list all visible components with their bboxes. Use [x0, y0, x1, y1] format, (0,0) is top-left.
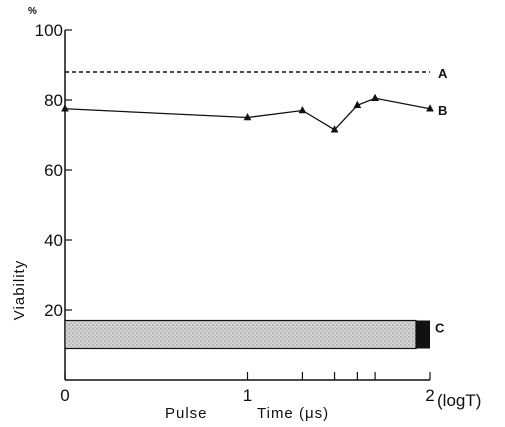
series-b-point	[353, 100, 362, 109]
series-b-point	[330, 125, 339, 133]
series-b-point	[371, 93, 379, 102]
series-layer	[61, 71, 434, 350]
series-c-band	[64, 319, 417, 350]
x-axis-title-pulse: Pulse	[165, 405, 208, 422]
y-tick-label: 80	[44, 91, 63, 110]
y-tick-label: 100	[35, 21, 63, 40]
y-axis-title: Viability	[11, 260, 28, 320]
y-unit-label: %	[28, 6, 37, 17]
series-c-band-end	[416, 320, 430, 349]
series-b-point	[243, 112, 252, 121]
y-tick-label: 40	[44, 231, 63, 250]
series-b-point	[298, 105, 307, 114]
y-tick-label: 60	[44, 161, 63, 180]
x-axis-title-time: Time (μs)	[257, 405, 329, 422]
x-tick-label: 0	[60, 386, 69, 405]
series-label-c: C	[435, 321, 445, 336]
y-tick-label: 20	[44, 301, 63, 320]
series-label-b: B	[438, 103, 447, 118]
y-ticks: 20 40 60 80 100	[35, 21, 72, 320]
x-tick-label: 1	[243, 386, 252, 405]
series-label-a: A	[438, 66, 448, 81]
x-axis-scale-label: (logT)	[437, 391, 481, 410]
series-b-point	[426, 104, 434, 112]
x-tick-label: 2	[425, 386, 434, 405]
series-labels: A B C	[435, 66, 448, 336]
series-b-point	[61, 104, 69, 112]
x-ticks: 0 1 2	[60, 372, 435, 405]
